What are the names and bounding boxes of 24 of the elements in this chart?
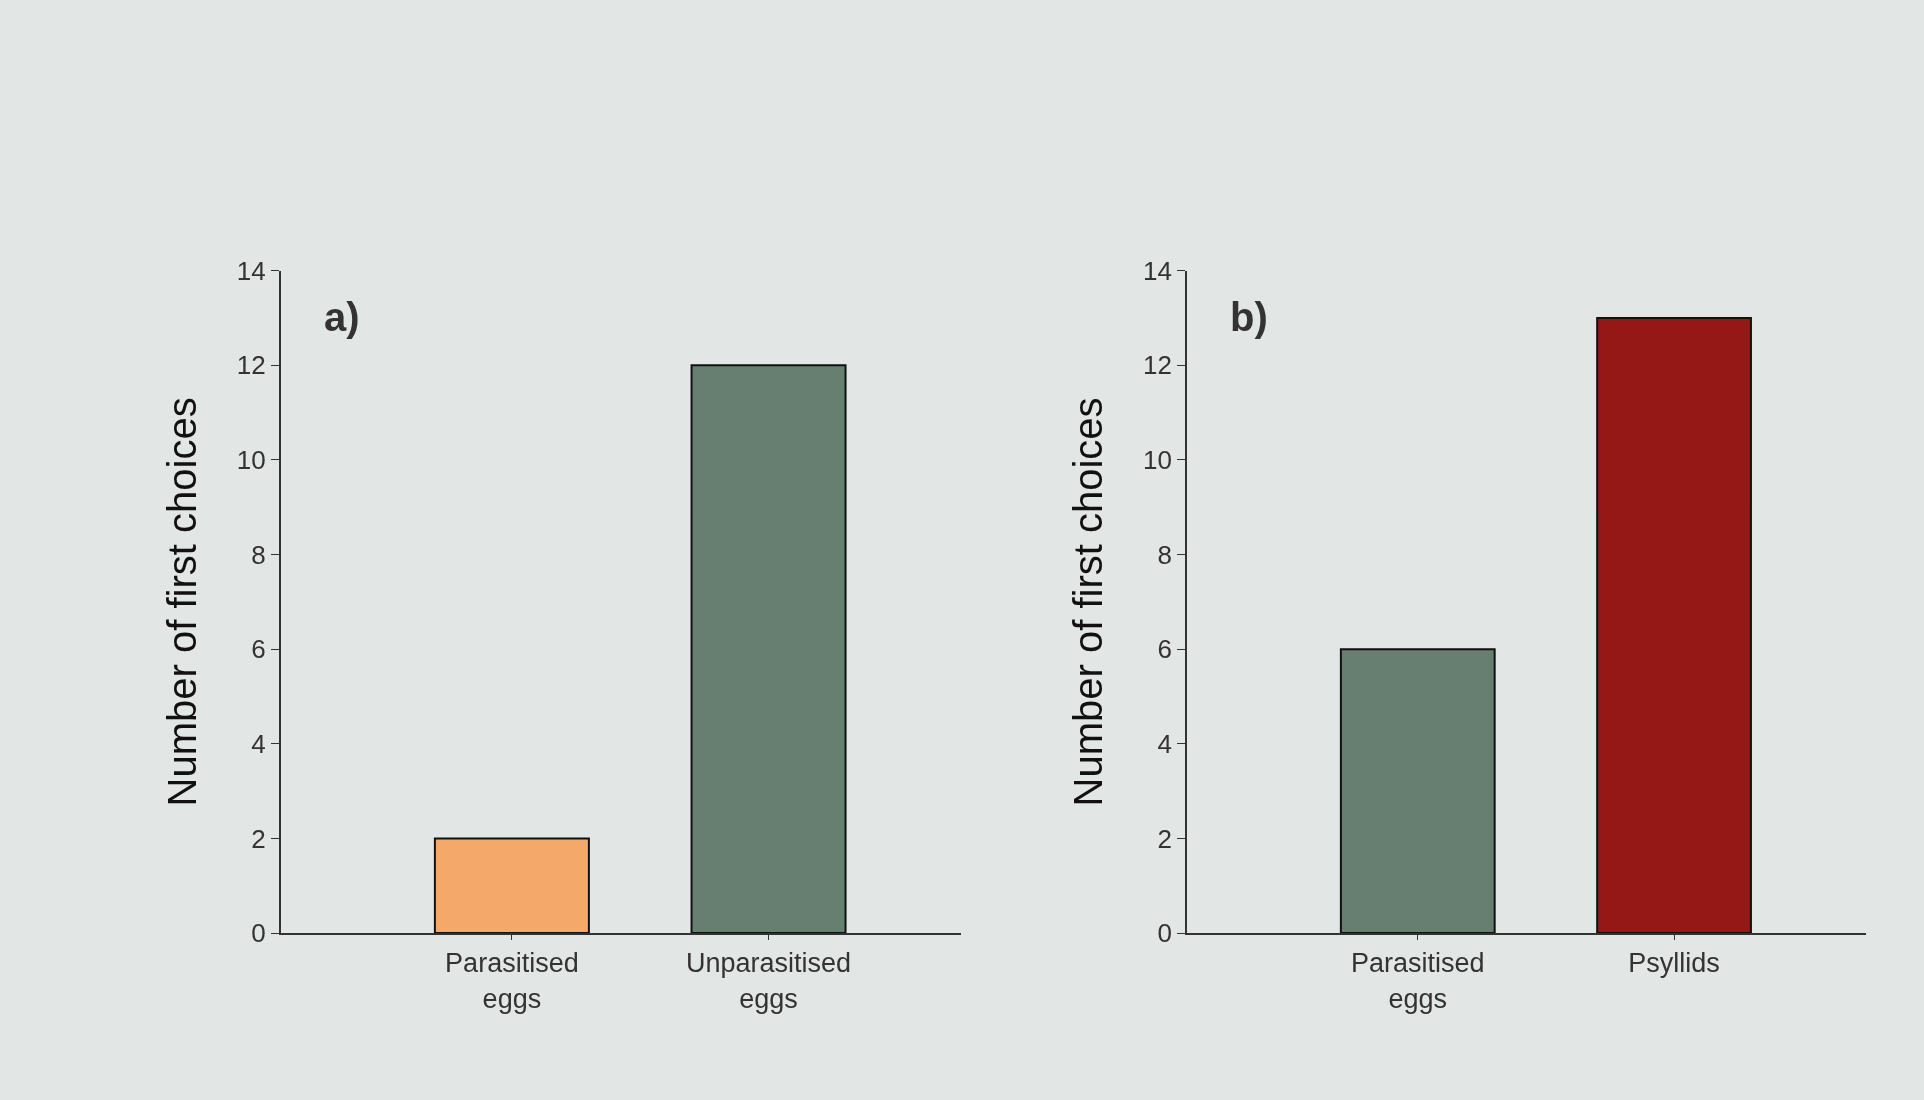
- y-tick-label: 10: [1142, 445, 1172, 476]
- y-tick-label: 12: [236, 350, 266, 381]
- annotation: a): [324, 295, 360, 339]
- y-tick-label: 14: [236, 255, 266, 286]
- x-tick-label: Unparasitised eggs: [686, 948, 852, 1014]
- y-tick-label: 6: [1157, 634, 1172, 665]
- y-tick-label: 14: [1142, 255, 1172, 286]
- y-axis-title: Number of first choices: [159, 397, 204, 807]
- y-tick-label: 8: [1157, 539, 1172, 570]
- x-tick-label: Psyllids: [1628, 948, 1720, 979]
- y-tick-label: 12: [1142, 350, 1172, 381]
- y-tick-label: 2: [251, 823, 266, 854]
- x-tick-label: Parasitised eggs: [1350, 948, 1485, 1014]
- y-tick-label: 8: [251, 539, 266, 570]
- y-axis-title: Number of first choices: [1065, 397, 1110, 807]
- y-tick-label: 4: [1157, 728, 1172, 759]
- y-tick-label: 0: [1157, 918, 1172, 949]
- y-tick-label: 10: [236, 445, 266, 476]
- x-tick-label: Parasitised eggs: [445, 948, 579, 1014]
- y-tick-label: 2: [1157, 823, 1172, 854]
- y-tick-label: 6: [251, 634, 266, 665]
- y-tick-label: 0: [251, 918, 266, 949]
- y-tick-label: 4: [251, 728, 266, 759]
- annotation: b): [1230, 295, 1268, 339]
